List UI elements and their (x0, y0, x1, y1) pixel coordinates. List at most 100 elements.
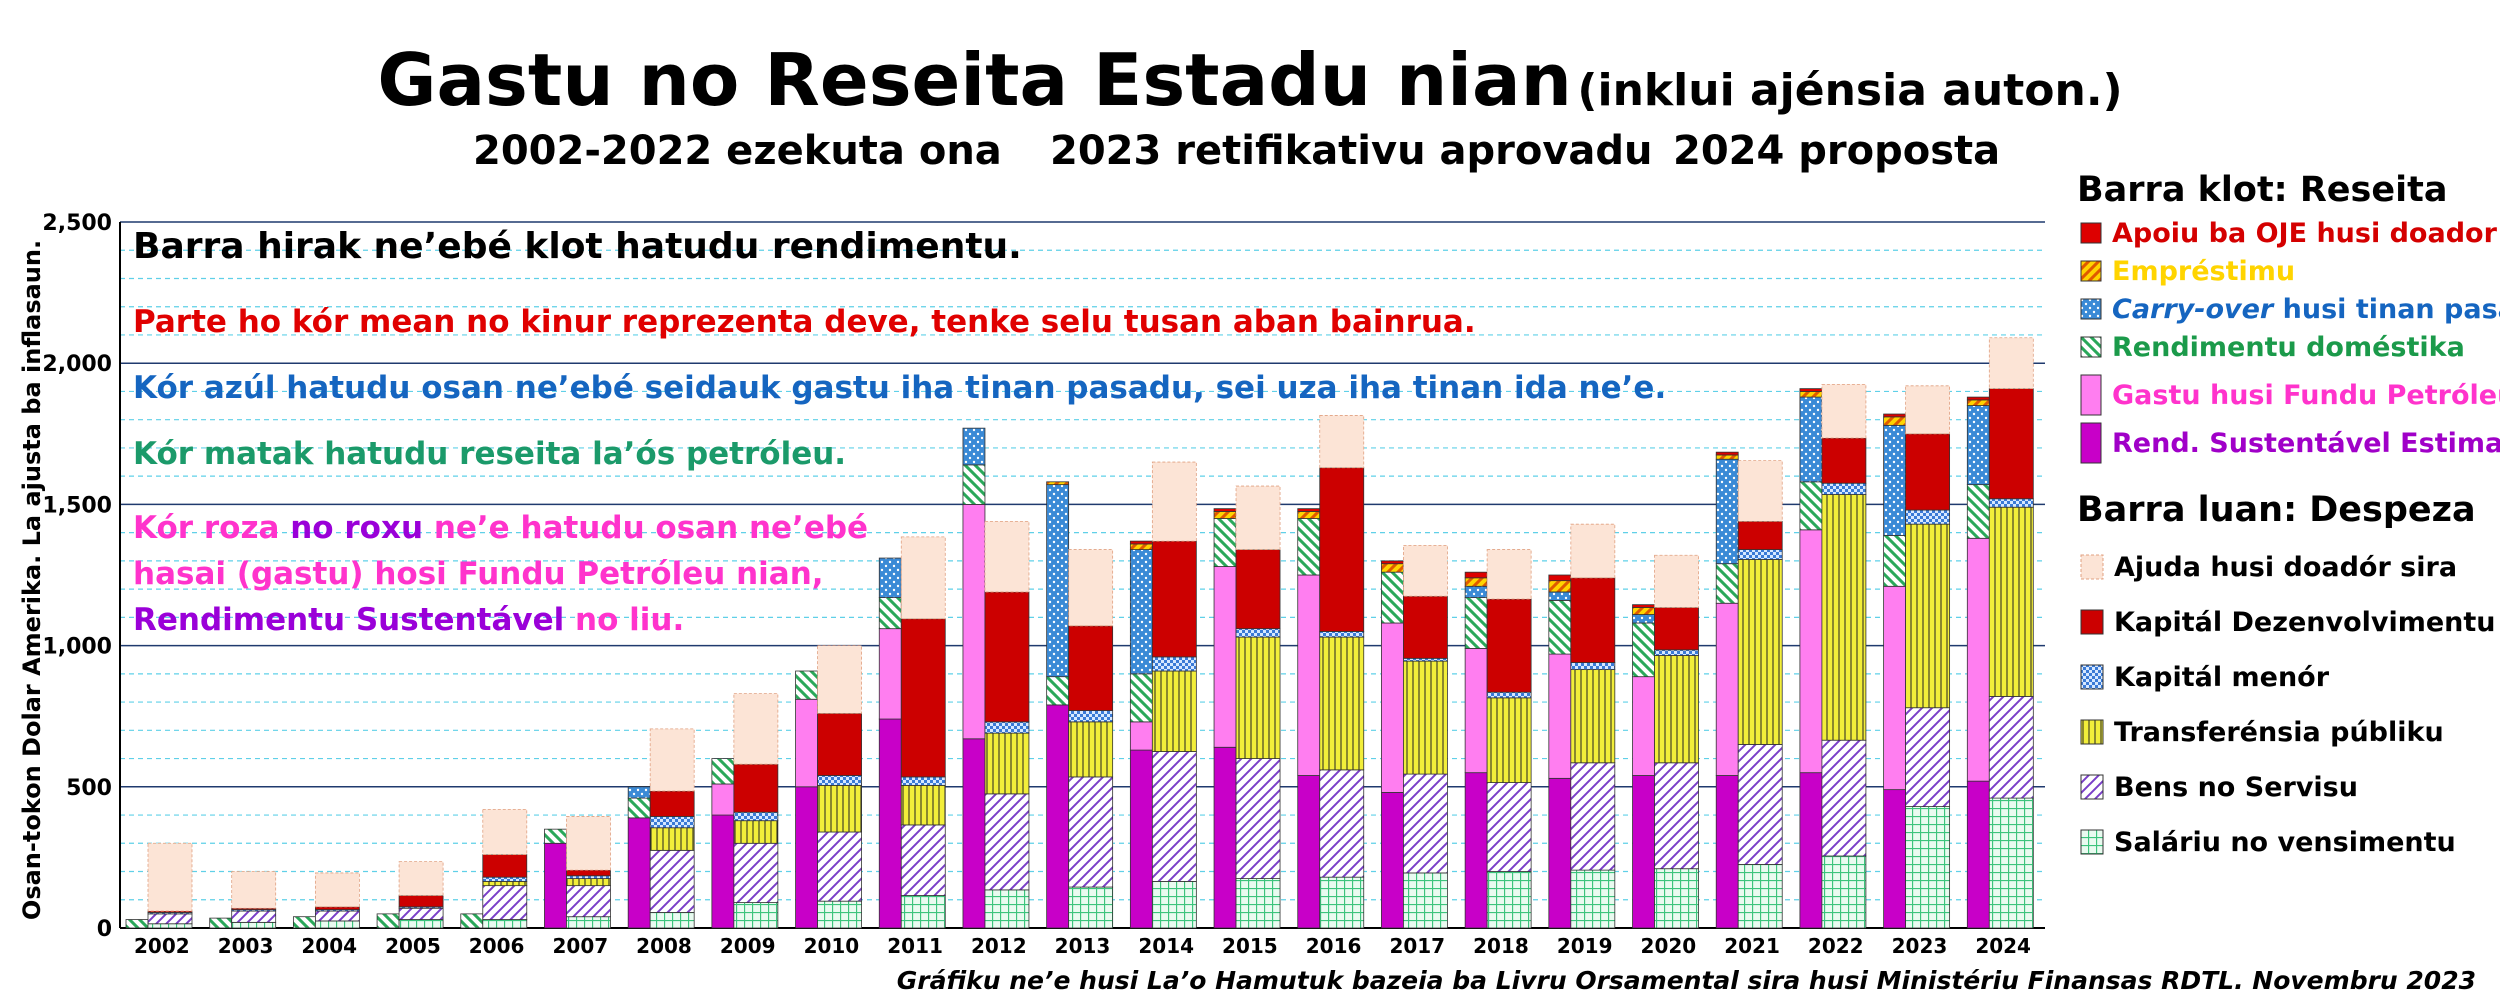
x-tick-label: 2019 (1557, 934, 1613, 958)
spending-bar-transferensia-2017 (1403, 660, 1448, 775)
legend-label-gastuFP: Gastu husi Fundu Petróleu (2112, 379, 2500, 411)
spending-bar-ajuda-2018 (1486, 549, 1532, 600)
annotation-span: Rendimentu Sustentável (133, 602, 564, 638)
legend-label-transferensia: Transferénsia públiku (2114, 716, 2444, 748)
legend-label-esi: Rend. Sustentável Estimadu (2112, 427, 2500, 459)
spending-bar-ajuda-2014 (1151, 461, 1197, 542)
legend-item-ajuda: Ajuda husi doadór sira (2080, 551, 2458, 583)
annotation-span (279, 510, 290, 546)
x-tick-label: 2016 (1306, 934, 1362, 958)
spending-bar-ajuda-2004 (314, 872, 360, 908)
annotation-carryover: Kór azúl hatudu osan ne’ebé seidauk gast… (133, 370, 1666, 406)
spending-bar-ajuda-2019 (1570, 523, 1616, 579)
legend-label-salariu: Saláriu no vensimentu (2114, 826, 2456, 858)
spending-bar-ajuda-2002 (147, 842, 193, 912)
spending-bar-transferensia-2020 (1654, 655, 1699, 764)
x-tick-label: 2012 (971, 934, 1027, 958)
chart-title: Gastu no Reseita Estadu nian (inklui ajé… (0, 38, 2500, 122)
legend-swatch-esi (2080, 422, 2102, 464)
spending-bar-salariu-2017 (1403, 872, 1448, 929)
legend-item-apoiu: Apoiu ba OJE husi doador (2080, 217, 2497, 249)
x-tick-label: 2010 (804, 934, 860, 958)
spending-bar-salariu-2012 (984, 889, 1030, 929)
annotation-pf-line3: Rendimentu Sustentável no liu. (133, 602, 684, 638)
spending-bar-ajuda-2003 (231, 871, 277, 909)
spending-bar-ajuda-2020 (1654, 554, 1699, 608)
legend-label-domestic: Rendimentu doméstika (2112, 331, 2465, 363)
x-tick-label: 2011 (887, 934, 943, 958)
revenue-bar-emprestimu-2013 (1046, 481, 1070, 486)
spending-bar-transferensia-2021 (1737, 559, 1783, 745)
legend-label-kapitalDez: Kapitál Dezenvolvimentu (2114, 606, 2496, 638)
legend-label-ajuda: Ajuda husi doadór sira (2114, 551, 2458, 583)
spending-bar-transferensia-2023 (1905, 523, 1951, 709)
annotation-span: Kór matak hatudu reseita la’ós petróleu. (133, 436, 846, 472)
spending-bar-ajuda-2022 (1821, 383, 1867, 439)
spending-bar-ajuda-2021 (1737, 460, 1783, 522)
x-tick-label: 2014 (1138, 934, 1194, 958)
spending-bar-transferensia-2016 (1319, 636, 1365, 771)
chart-title-suffix: (inklui ajénsia auton.) (1577, 65, 2123, 116)
chart-labels: 0 500 1,000 1,500 2,000 2,500 Osan-tokon Dolar… (18, 211, 2031, 958)
spending-bar-ajuda-2023 (1905, 385, 1951, 435)
subtitle-rectified: 2023 retifikativu aprovadu (1050, 128, 1653, 174)
legend-swatch-ajuda (2080, 554, 2104, 580)
spending-bar-bens-2012 (984, 793, 1030, 891)
spending-bar-salariu-2021 (1737, 864, 1783, 929)
x-tick-label: 2024 (1975, 934, 2031, 958)
legend-item-kapitalMenor: Kapitál menór (2080, 662, 2329, 693)
x-tick-label: 2007 (552, 934, 608, 958)
spending-bar-bens-2013 (1068, 776, 1114, 888)
x-tick-label: 2023 (1892, 934, 1948, 958)
spending-bar-ajuda-2015 (1235, 485, 1281, 550)
y-tick-label: 2,000 (42, 352, 112, 377)
spending-bar-transferensia-2010 (817, 784, 862, 833)
x-tick-label: 2013 (1055, 934, 1111, 958)
spending-bar-transferensia-2013 (1068, 721, 1114, 778)
annotation-pf-line1: Kór roza no roxu ne’e hatudu osan ne’ebé (133, 510, 868, 546)
legend-label-emphasis: Carry-over (2112, 293, 2274, 325)
y-tick-label: 1,000 (42, 635, 112, 660)
spending-bar-transferensia-2018 (1486, 697, 1532, 783)
spending-bar-salariu-2023 (1905, 806, 1951, 929)
legend-item-transferensia: Transferénsia públiku (2080, 716, 2444, 748)
spending-bar-transferensia-2014 (1151, 670, 1197, 752)
legend-swatch-kapitalMenor (2080, 664, 2104, 690)
spending-bar-salariu-2020 (1654, 868, 1699, 929)
y-axis-title: Osan-tokon Dolar Amerika. La ajusta ba i… (18, 240, 46, 920)
spending-bar-bens-2011 (900, 824, 946, 896)
spending-bar-kapitalDez-2012 (984, 591, 1030, 723)
spending-bar-salariu-2016 (1319, 876, 1365, 929)
revenue-bar-apoiu-2021 (1715, 451, 1739, 456)
spending-bar-kapitalDez-2023 (1905, 433, 1951, 511)
spending-bar-ajuda-2011 (900, 536, 946, 620)
y-tick-label: 0 (97, 917, 112, 942)
spending-bar-bens-2008 (649, 849, 695, 913)
x-tick-label: 2004 (301, 934, 357, 958)
spending-bar-kapitalDez-2014 (1151, 540, 1197, 658)
y-tick-label: 2,500 (42, 211, 112, 236)
spending-bar-bens-2022 (1821, 739, 1867, 857)
legend-swatch-transferensia (2080, 719, 2104, 745)
legend-label-bens: Bens no Servisu (2114, 771, 2358, 803)
spending-bar-bens-2009 (733, 842, 779, 903)
x-tick-label: 2006 (469, 934, 525, 958)
revenue-bar-carry-2012 (962, 427, 986, 466)
subtitle-executed: 2002-2022 ezekuta ona (473, 128, 1002, 174)
annotation-span (564, 602, 575, 638)
spending-bar-kapitalDez-2015 (1235, 549, 1281, 630)
legend-item-gastuFP: Gastu husi Fundu Petróleu (2080, 374, 2500, 416)
x-tick-label: 2008 (636, 934, 692, 958)
spending-bar-transferensia-2019 (1570, 669, 1616, 764)
legend-item-bens: Bens no Servisu (2080, 771, 2358, 803)
spending-bar-salariu-2015 (1235, 878, 1281, 929)
spending-bar-ajuda-2009 (733, 693, 779, 765)
spending-bar-kapitalDez-2018 (1486, 598, 1532, 693)
spending-bar-salariu-2022 (1821, 855, 1867, 929)
spending-bar-transferensia-2024 (1988, 506, 2034, 697)
legend-label-apoiu: Apoiu ba OJE husi doador (2112, 217, 2497, 249)
subtitle-proposal: 2024 proposta (1673, 128, 2001, 174)
annotation-span: Kór azúl hatudu osan ne’ebé seidauk gast… (133, 370, 1666, 406)
spending-bar-bens-2019 (1570, 762, 1616, 871)
